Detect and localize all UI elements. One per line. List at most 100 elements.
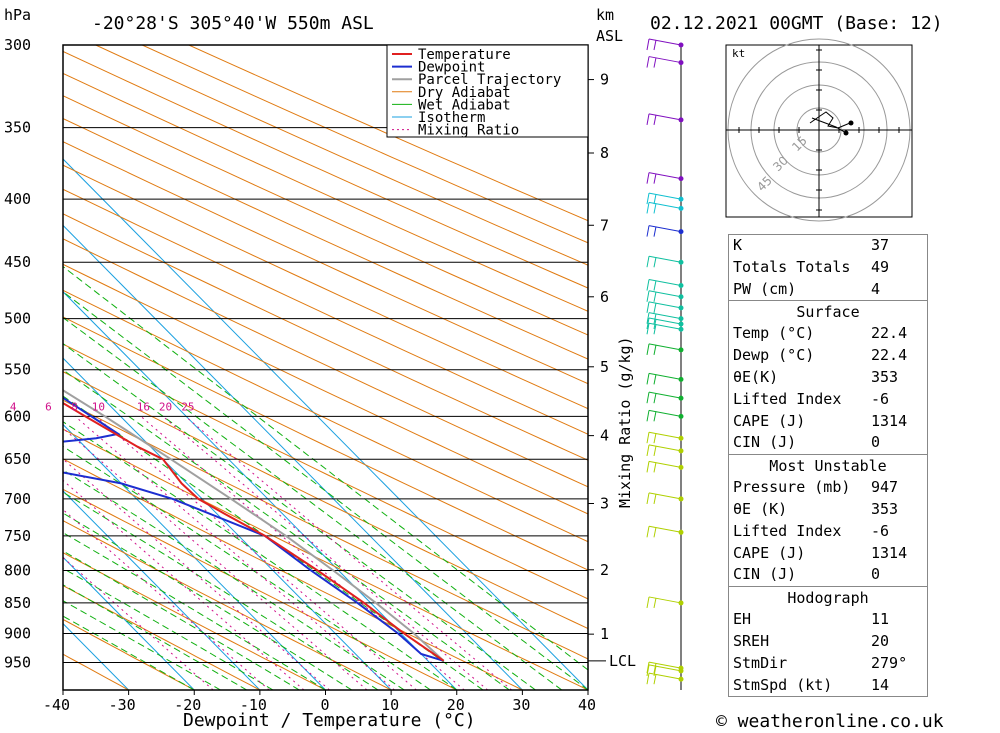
wind-barb-flag <box>646 256 650 268</box>
wind-barb-flag <box>653 203 657 214</box>
index-label: Totals Totals <box>733 257 851 276</box>
wind-barb-shaft <box>648 409 682 417</box>
wind-barb-flag <box>653 411 657 422</box>
surface-heading: Surface <box>729 300 927 323</box>
legend-label: Dry Adiabat <box>418 85 511 101</box>
index-label: PW (cm) <box>733 279 797 298</box>
km-tick-label: 6 <box>600 288 609 306</box>
wind-barb-flag <box>646 461 650 473</box>
mixing-ratio-axis-label: Mixing Ratio (g/kg) <box>616 336 634 508</box>
index-label: EH <box>733 610 752 629</box>
temperature-curve <box>63 401 445 662</box>
temperature-tick-label: -40 <box>43 696 70 714</box>
wind-barb-shaft <box>648 672 682 680</box>
temperature-tick-label: 40 <box>578 696 596 714</box>
mixing-ratio-label: 25 <box>181 400 194 413</box>
wind-barb-flag <box>653 57 657 68</box>
legend-label: Wet Adiabat <box>418 97 511 113</box>
wind-barb-shaft <box>648 255 682 263</box>
wind-barb-flag <box>653 173 657 184</box>
wind-barb-flag <box>646 193 650 205</box>
wind-barb-flag <box>653 302 657 313</box>
wind-barb-shaft <box>648 444 682 452</box>
wind-barb-shaft <box>648 391 682 399</box>
wind-barb-flag <box>653 344 657 355</box>
wind-barb-flag <box>653 324 657 335</box>
temperature-tick-label: -20 <box>174 696 201 714</box>
dry-adiabat-line <box>63 72 588 312</box>
wind-barb-flag <box>653 291 657 302</box>
dewpoint-curve <box>63 396 444 662</box>
sounding-curves <box>63 389 445 662</box>
wind-barb-shaft <box>648 492 682 500</box>
mixing-ratio-label: 16 <box>137 400 150 413</box>
wind-barb-shaft <box>648 431 682 439</box>
km-tick-label: 1 <box>600 625 609 643</box>
wet-adiabat-line <box>63 445 431 690</box>
isotherm-line <box>63 224 523 690</box>
pressure-tick-label: 650 <box>4 450 31 468</box>
dry-adiabat-line <box>63 188 588 435</box>
km-tick-label: 5 <box>600 358 609 376</box>
wind-barb-flag <box>646 410 650 422</box>
wind-barb-flag <box>653 114 657 125</box>
index-label: Dewp (°C) <box>733 346 815 365</box>
legend-label: Mixing Ratio <box>418 123 519 139</box>
temperature-tick-label: 20 <box>447 696 465 714</box>
pressure-tick-label: 850 <box>4 594 31 612</box>
km-label: km <box>596 6 614 24</box>
mixing-ratio-line <box>63 458 330 690</box>
most-unstable-row: CIN (J) 0 <box>729 564 927 586</box>
index-value: 22.4 <box>871 346 908 365</box>
dry-adiabat-line <box>63 50 588 289</box>
wind-barb-flag <box>646 290 650 302</box>
copyright: © weatheronline.co.uk <box>716 711 944 732</box>
wet-adiabat-line <box>63 491 379 690</box>
hodograph-row: SREH 20 <box>729 631 927 653</box>
pressure-axis: 300 350 400 450 500 550 600 650 700 750 800 850 900 9… <box>4 36 31 672</box>
mixing-ratio-label: 4 <box>10 400 17 413</box>
wind-barb-flag <box>646 56 650 68</box>
surface-row: θE(K) 353 <box>729 367 927 389</box>
dry-adiabat-line <box>63 458 523 690</box>
x-axis-label: Dewpoint / Temperature (°C) <box>183 710 476 731</box>
temperature-tick-label: 30 <box>512 696 530 714</box>
wet-adiabat-line <box>63 291 588 690</box>
wind-barb-flag <box>646 301 650 313</box>
wind-barb-flag <box>653 433 657 444</box>
hodograph-unit: kt <box>732 47 745 60</box>
index-label: CIN (J) <box>733 565 797 584</box>
wind-barb-flag <box>646 172 650 184</box>
legend-label: Dewpoint <box>418 60 485 76</box>
wind-barb-flag <box>653 597 657 609</box>
wind-barb-flag <box>646 664 650 677</box>
most-unstable-row: Lifted Index -6 <box>729 521 927 543</box>
wind-barb-flag <box>646 317 650 330</box>
index-value: 37 <box>871 236 890 254</box>
pressure-tick-label: 550 <box>4 361 31 379</box>
pressure-tick-label: 400 <box>4 190 31 208</box>
hodograph-heading: Hodograph <box>729 586 927 609</box>
wind-barb-shaft <box>648 322 682 330</box>
dry-adiabat-line <box>141 45 588 244</box>
index-value: 4 <box>871 279 881 298</box>
wet-adiabat-line <box>63 584 248 690</box>
legend-label: Temperature <box>418 47 511 63</box>
pressure-unit-label: hPa <box>4 6 31 24</box>
wind-barb-flag <box>653 674 657 685</box>
wet-adiabat-line <box>63 512 353 690</box>
wind-barb-flag <box>646 444 650 457</box>
wind-barb-shaft <box>648 172 682 180</box>
index-label: SREH <box>733 631 770 650</box>
index-value: 14 <box>871 675 890 694</box>
parcel-trajectory-curve <box>63 389 445 662</box>
wind-barb-flag <box>646 596 650 609</box>
index-value: 947 <box>871 478 899 497</box>
wind-profile <box>646 38 684 690</box>
dry-adiabat-line <box>63 428 588 690</box>
mixing-ratio-label: 20 <box>159 400 172 413</box>
wind-barb-flag <box>646 202 650 214</box>
temperature-tick-label: -30 <box>109 696 136 714</box>
wind-barb-shaft <box>648 301 682 309</box>
